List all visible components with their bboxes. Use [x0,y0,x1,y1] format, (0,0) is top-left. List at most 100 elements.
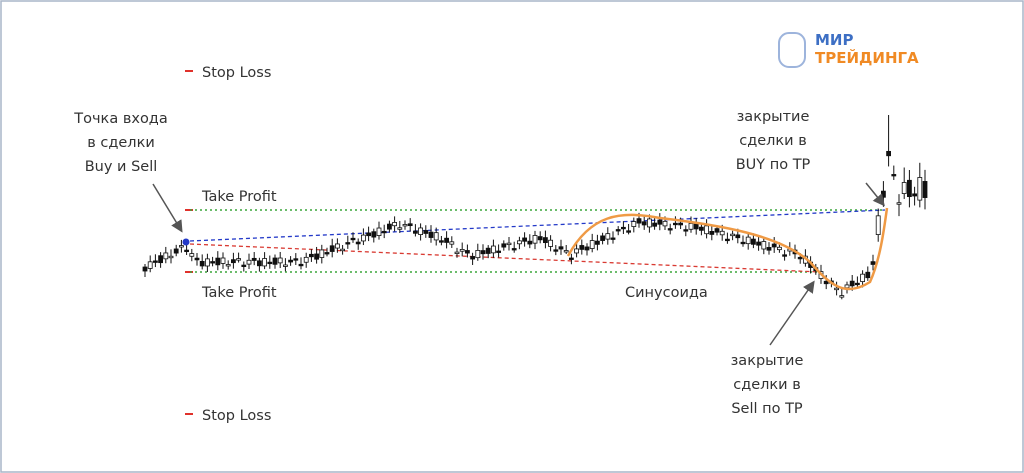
candle-body [142,266,148,272]
candle-body [797,256,803,260]
candle-body [412,230,418,234]
candle-body [886,150,891,157]
candle-body [428,231,434,238]
candle-body [709,231,715,235]
candle-body [433,232,439,241]
candle-body [907,179,912,198]
candle-body [397,227,403,230]
candle-body [745,236,751,245]
candle-body [277,257,283,264]
candle-body [610,237,616,240]
candle-body [511,248,517,251]
candle-body [621,226,626,230]
level-label: Stop Loss [202,408,271,424]
candle-body [896,202,902,205]
candle-body [771,243,777,248]
candle-body [288,259,294,263]
candle-body [501,243,507,248]
candle-body [574,248,579,254]
candle-body [418,227,424,235]
candle-body [605,233,611,240]
candle-body [340,248,346,252]
candle-body [314,253,320,260]
candle-body [532,235,538,244]
candle-body [756,241,761,246]
candle-body [360,234,366,242]
candle-body [584,246,590,251]
level-label: Stop Loss [202,65,271,81]
candle-body [667,228,673,231]
candle-body [184,249,190,253]
candle-body [381,230,387,234]
candle-body [319,249,325,258]
candle-body [647,218,652,228]
candle-body [912,193,917,197]
candle-body [485,247,491,254]
candle-body [262,258,268,267]
candle-body [152,260,158,263]
candle-body [553,249,559,252]
candle-body [303,256,309,263]
candle-body [839,295,845,298]
candle-body [782,254,787,257]
candle-body [662,220,668,227]
candle-body [901,182,907,194]
candle-body [823,280,829,285]
candle-body [751,238,756,245]
candle-body [402,224,408,227]
candle-body [189,253,195,257]
candle-body [688,223,694,230]
candle-body [308,253,314,258]
candle-body [652,222,657,227]
logo-text: ТРЕЙДИНГА [815,48,919,67]
candle-body [917,177,923,201]
candle-body [423,230,429,234]
candle-body [600,235,605,241]
candle-body [517,240,522,245]
candle-body [490,245,496,254]
candle-body [386,223,392,230]
sinusoid [566,207,889,291]
candle-body [350,237,356,241]
candle-body [178,245,184,248]
candle-body [496,250,502,253]
candle-body [615,229,621,232]
candle-body [849,280,855,287]
annotation: сделки в [739,133,807,149]
annotation: закрытие [737,109,810,125]
candle-body [204,258,210,267]
annotation: Buy и Sell [85,159,158,175]
candle-body [225,264,231,267]
candle-body [147,261,153,269]
candle-body [537,236,543,241]
candle-body [834,287,839,291]
candle-body [230,259,236,264]
candle-body [158,255,164,264]
candle-body [860,273,865,282]
candle-body [199,261,205,267]
candle-body [522,237,527,242]
logo-text: МИР [815,31,853,49]
candle-body [470,256,476,260]
candle-body [220,257,226,264]
candle-body [881,190,886,198]
annotation: Точка входа [73,111,167,127]
candle-body [376,227,382,236]
candle-body [579,245,585,250]
candle-body [438,240,444,243]
candle-body [699,226,704,231]
candle-body [678,222,683,226]
sell-line [189,243,821,273]
candle-body [631,221,637,227]
candle-body [366,232,372,237]
candle-body [657,219,663,225]
candle-body [324,252,330,255]
candle-body [693,223,699,230]
candle-body [168,255,174,259]
level-label: Take Profit [201,189,277,205]
candle-body [267,261,273,265]
candle-body [475,250,481,259]
candle-body [558,246,564,250]
candle-body [236,258,242,261]
